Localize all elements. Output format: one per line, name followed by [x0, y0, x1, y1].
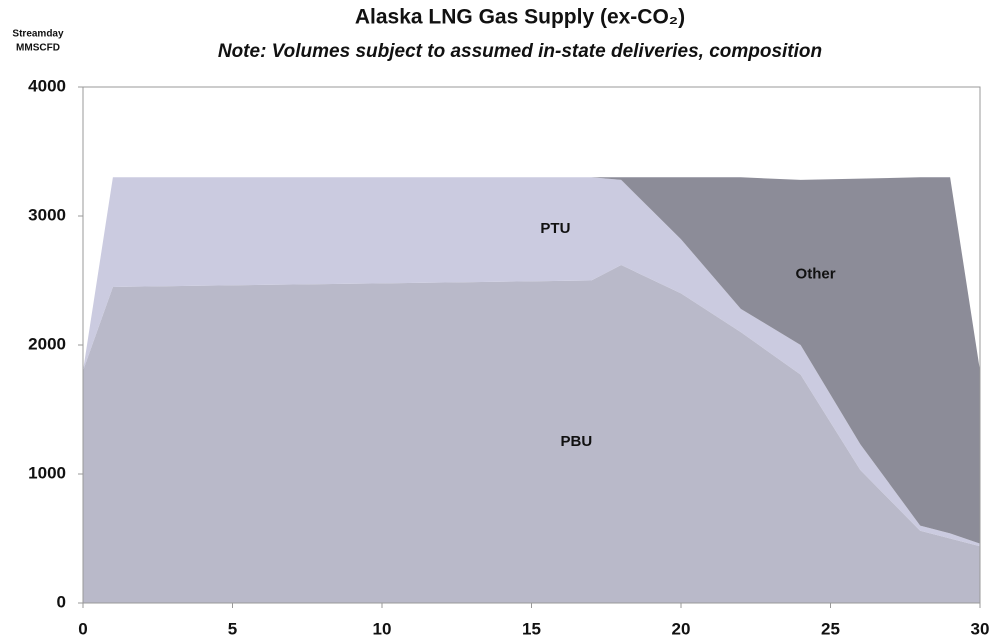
area-label: PTU — [540, 220, 570, 237]
x-tick-label: 15 — [522, 619, 541, 638]
y-tick-label: 4000 — [28, 76, 66, 95]
y-axis-label: Streamday — [12, 29, 64, 40]
x-tick-label: 25 — [821, 619, 840, 638]
x-tick-label: 10 — [373, 619, 392, 638]
y-tick-label: 3000 — [28, 205, 66, 224]
y-tick-label: 2000 — [28, 334, 66, 353]
y-tick-label: 0 — [57, 592, 66, 611]
chart-title: Alaska LNG Gas Supply (ex-CO₂) — [355, 6, 685, 29]
x-tick-label: 30 — [971, 619, 990, 638]
chart-subtitle: Note: Volumes subject to assumed in-stat… — [218, 41, 822, 62]
area — [83, 177, 980, 547]
area — [83, 177, 980, 544]
x-tick-label: 5 — [228, 619, 237, 638]
y-tick-label: 1000 — [28, 463, 66, 482]
area-label: Other — [796, 266, 836, 283]
area — [83, 265, 980, 603]
area-label: PBU — [561, 433, 593, 450]
y-axis-label: MMSCFD — [16, 43, 60, 54]
x-tick-label: 20 — [672, 619, 691, 638]
x-tick-label: 0 — [78, 619, 87, 638]
